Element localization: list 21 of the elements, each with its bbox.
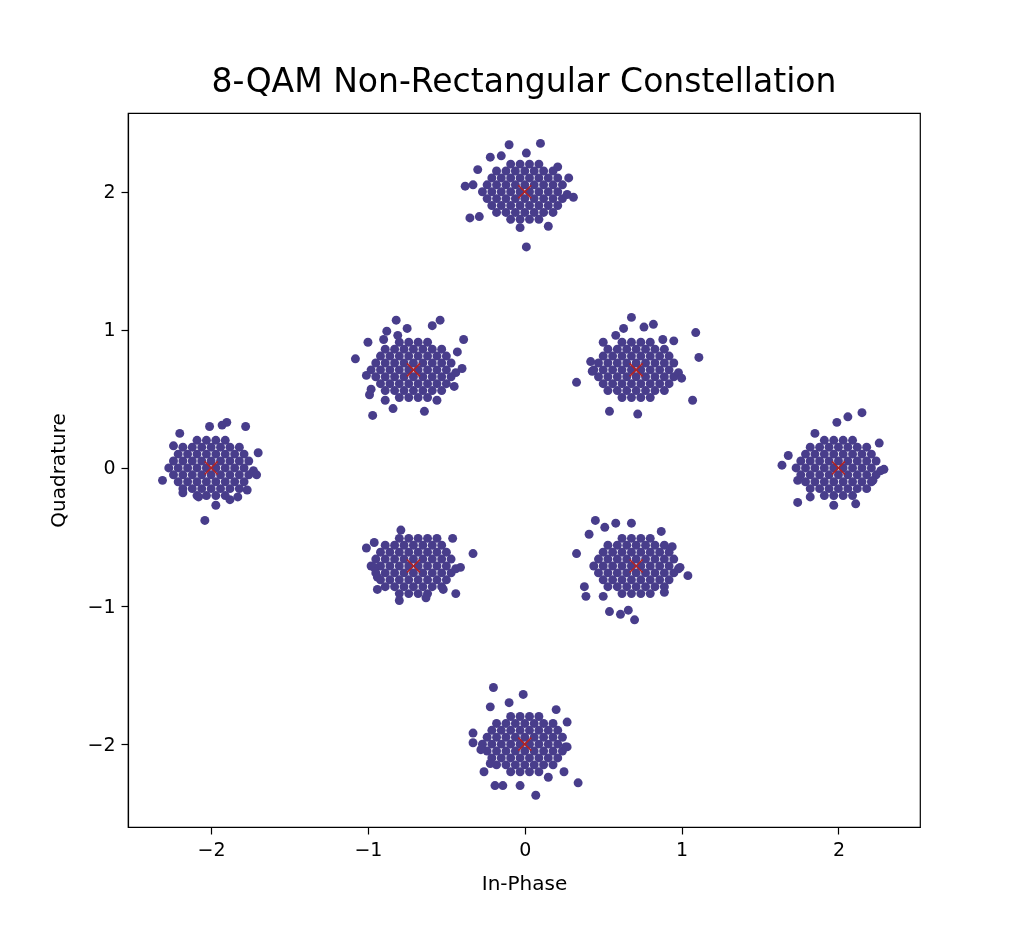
x-tick-label: 0 [519, 837, 532, 860]
y-tick-label: 1 [103, 318, 116, 341]
y-tick-label: 0 [103, 456, 116, 479]
x-axis-title: In-Phase [481, 870, 568, 895]
point [203, 460, 219, 476]
y-tick-label: 2 [103, 180, 116, 203]
point [517, 184, 533, 200]
point [406, 558, 421, 574]
point [517, 736, 533, 752]
point [628, 558, 644, 574]
point [831, 460, 846, 476]
y-tick-label: −2 [87, 732, 116, 755]
point [628, 362, 644, 378]
y-tick-label: −1 [87, 594, 116, 617]
y-axis-title: Quadrature [46, 413, 71, 528]
x-tick-label: −1 [354, 837, 383, 860]
x-tick-label: −2 [197, 837, 226, 860]
point [406, 362, 421, 378]
x-tick-label: 2 [832, 837, 845, 860]
chart-title: 8-QAM Non-Rectangular Constellation [211, 61, 837, 100]
x-tick-label: 1 [676, 837, 689, 860]
